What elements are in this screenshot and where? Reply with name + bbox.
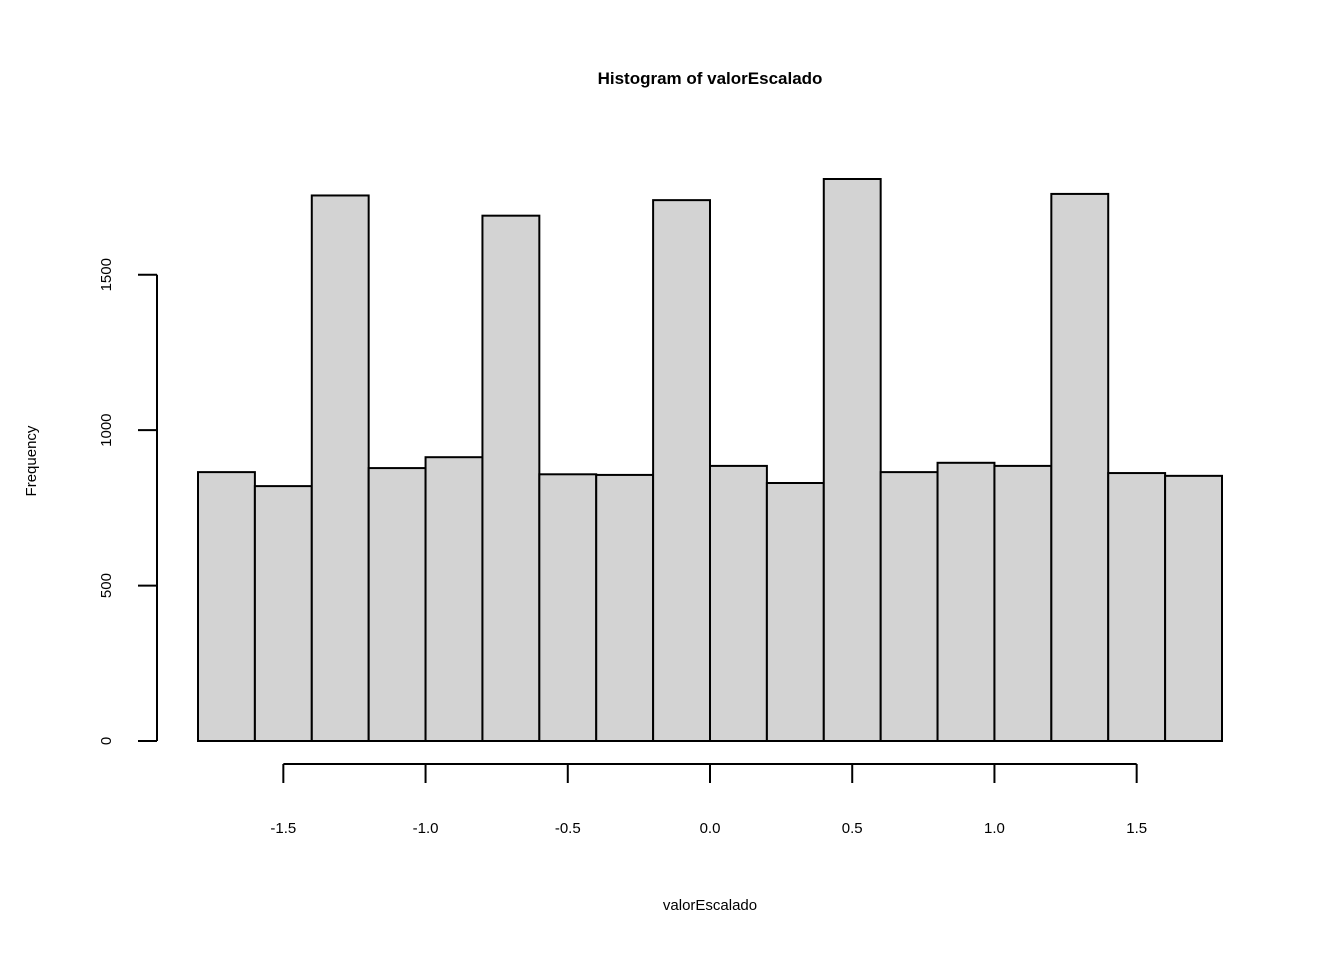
bars-group [197,178,1223,743]
y-tick-label: 500 [98,573,115,598]
histogram-bar [765,482,825,742]
y-tick-label: 0 [98,737,115,745]
y-tick-label: 1500 [98,258,115,291]
histogram-bar [481,214,541,742]
histogram-bar [993,464,1053,742]
histogram-bar [822,178,882,742]
histogram-bar [1164,474,1223,742]
x-tick-label: 1.0 [984,820,1005,837]
y-tick-label: 1000 [98,413,115,446]
chart-title: Histogram of valorEscalado [598,69,823,88]
histogram-bar [595,473,655,742]
x-axis: -1.5 -1.0 -0.5 0.0 0.5 1.0 1.5 [270,763,1147,837]
y-axis-label: Frequency [23,425,40,496]
x-tick-label: -1.5 [270,820,296,837]
histogram-bar [310,194,370,743]
histogram-bar [424,456,484,742]
histogram-bar [253,485,313,742]
x-axis-label: valorEscalado [663,897,757,914]
x-tick-label: 1.5 [1126,820,1147,837]
histogram-bar [936,461,996,742]
histogram-bar [538,473,598,742]
x-tick-label: 0.5 [842,820,863,837]
histogram-bar [709,464,768,742]
x-tick-label: 0.0 [700,820,721,837]
histogram-bar [879,471,939,742]
histogram-bar [652,199,711,743]
histogram-bar [1050,192,1110,742]
x-tick-label: -0.5 [555,820,581,837]
histogram-bar [1107,472,1167,742]
histogram-bar [367,467,427,742]
histogram-bar [197,471,256,742]
y-axis: 0 500 1000 1500 [98,258,158,745]
x-tick-label: -1.0 [413,820,439,837]
